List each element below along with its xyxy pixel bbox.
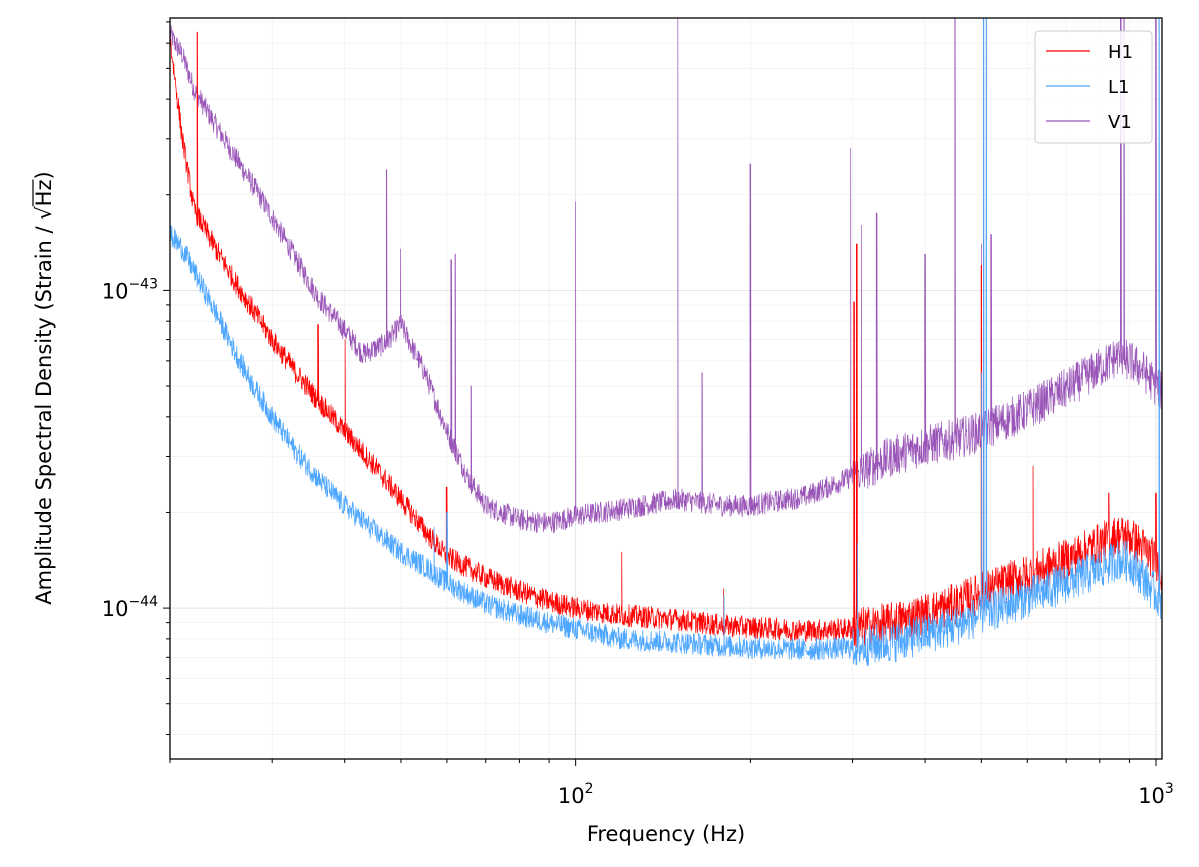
y-axis-label: Amplitude Spectral Density (Strain / √Hz… [32, 171, 56, 604]
tick-exponent: 2 [585, 781, 594, 797]
plot-frame [169, 17, 1163, 760]
series-line-l1 [170, 18, 1162, 666]
legend-label-h1: H1 [1108, 42, 1133, 63]
series-line-h1 [170, 18, 1162, 649]
tick-base: 10 [558, 784, 585, 808]
sqrt-symbol: √ [32, 206, 56, 220]
tick-exponent: −44 [128, 594, 158, 610]
y-axis-label-unit: Hz [32, 179, 56, 206]
legend-box [1034, 30, 1153, 144]
series-layer [170, 18, 1162, 666]
legend-label-v1: V1 [1108, 112, 1132, 133]
tick-exponent: 3 [1165, 781, 1174, 797]
legend: H1 L1 V1 [1034, 30, 1153, 144]
svg-text:Amplitude Spectral Density (St: Amplitude Spectral Density (Strain / √Hz… [32, 171, 56, 604]
legend-label-l1: L1 [1108, 77, 1129, 98]
y-tick-label: 10−43 [102, 276, 158, 303]
tick-base: 10 [102, 597, 129, 621]
series-line-v1 [170, 18, 1162, 534]
x-tick-label: 102 [558, 781, 594, 808]
tick-layer [163, 21, 1157, 766]
y-axis-label-text: Amplitude Spectral Density (Strain / [32, 220, 56, 605]
y-axis-label-close: ) [32, 171, 56, 179]
x-axis-label: Frequency (Hz) [587, 822, 745, 846]
tick-base: 10 [1138, 784, 1165, 808]
x-tick-label: 103 [1138, 781, 1174, 808]
tick-exponent: −43 [128, 276, 158, 292]
tick-base: 10 [102, 279, 129, 303]
y-tick-label: 10−44 [102, 594, 158, 621]
